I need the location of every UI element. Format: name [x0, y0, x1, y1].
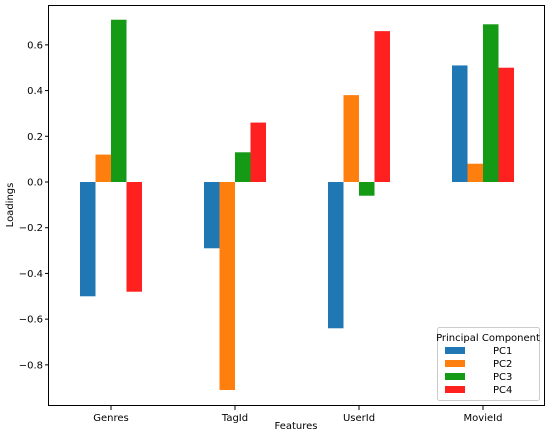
y-tick-label: 0.2: [27, 132, 43, 143]
y-axis: −0.8 −0.6 −0.4 −0.2 0.0 0.2 0.4 0.6: [19, 40, 49, 371]
y-tick-label: 0.4: [27, 86, 43, 97]
y-axis-label: Loadings: [5, 183, 16, 228]
legend-swatch-pc1: [445, 347, 465, 354]
y-tick-label: −0.2: [19, 223, 43, 234]
bar-pc4-userid: [374, 31, 390, 182]
legend: Principal Component PC1 PC2 PC3 PC4: [436, 327, 540, 401]
y-tick-label: 0.0: [27, 178, 43, 189]
bar-pc4-tagid: [250, 122, 266, 182]
y-tick-label: −0.4: [19, 269, 43, 280]
bar-pc1-movieid: [452, 65, 468, 182]
x-axis: Genres TagId UserId MovieId: [93, 406, 502, 424]
y-tick-label: −0.6: [19, 315, 43, 326]
y-tick-label: 0.6: [27, 40, 43, 51]
legend-box: [437, 327, 540, 401]
bar-pc3-movieid: [483, 24, 499, 182]
bar-pc2-tagid: [219, 182, 235, 390]
legend-title: Principal Component: [436, 333, 540, 344]
bar-pc3-tagid: [235, 152, 251, 182]
x-tick-label-tagid: TagId: [221, 413, 248, 424]
x-tick-label-genres: Genres: [93, 413, 129, 424]
legend-label-pc2: PC2: [493, 359, 512, 370]
bar-pc1-genres: [80, 182, 96, 297]
y-tick-label: −0.8: [19, 360, 43, 371]
x-tick-label-userid: UserId: [343, 413, 375, 424]
legend-label-pc1: PC1: [493, 346, 512, 357]
legend-swatch-pc2: [445, 360, 465, 367]
bars-group: [80, 19, 514, 390]
legend-swatch-pc4: [445, 386, 465, 393]
legend-swatch-pc3: [445, 373, 465, 380]
bar-pc4-genres: [126, 182, 142, 292]
bar-pc2-userid: [343, 95, 359, 182]
bar-pc3-genres: [111, 19, 127, 183]
bar-pc1-tagid: [204, 182, 220, 249]
legend-label-pc3: PC3: [493, 372, 512, 383]
x-axis-label: Features: [275, 421, 318, 432]
bar-pc1-userid: [328, 182, 344, 329]
bar-pc2-genres: [95, 154, 111, 182]
bar-pc2-movieid: [467, 163, 483, 182]
x-tick-label-movieid: MovieId: [464, 413, 503, 424]
legend-label-pc4: PC4: [493, 385, 512, 396]
plot-frame: [48, 5, 545, 406]
legend-items: PC1 PC2 PC3 PC4: [445, 346, 512, 396]
bar-pc4-movieid: [498, 67, 514, 182]
bar-pc3-userid: [359, 182, 375, 196]
